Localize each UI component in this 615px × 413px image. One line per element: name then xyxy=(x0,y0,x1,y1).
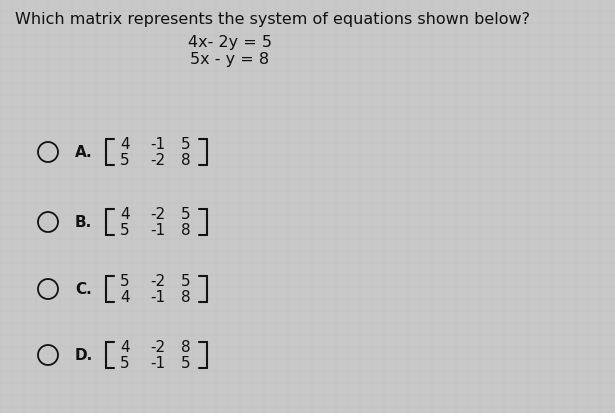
Text: 5x - y = 8: 5x - y = 8 xyxy=(191,52,269,67)
Text: 5: 5 xyxy=(120,356,130,370)
Text: -1: -1 xyxy=(151,290,165,305)
Text: -1: -1 xyxy=(151,137,165,152)
Text: 4: 4 xyxy=(120,137,130,152)
Text: -1: -1 xyxy=(151,356,165,370)
Text: -2: -2 xyxy=(151,274,165,289)
Text: 5: 5 xyxy=(181,356,191,370)
Text: A.: A. xyxy=(75,145,93,160)
Text: 4: 4 xyxy=(120,339,130,355)
Text: 5: 5 xyxy=(120,274,130,289)
Text: 4: 4 xyxy=(120,290,130,305)
Text: 8: 8 xyxy=(181,223,191,238)
Text: 8: 8 xyxy=(181,290,191,305)
Text: 4: 4 xyxy=(120,207,130,222)
Text: 5: 5 xyxy=(181,274,191,289)
Text: C.: C. xyxy=(75,282,92,297)
Text: D.: D. xyxy=(75,348,93,363)
Text: 5: 5 xyxy=(120,153,130,168)
Text: -2: -2 xyxy=(151,153,165,168)
Text: -2: -2 xyxy=(151,339,165,355)
Text: 5: 5 xyxy=(120,223,130,238)
Text: 8: 8 xyxy=(181,339,191,355)
Text: -1: -1 xyxy=(151,223,165,238)
Text: B.: B. xyxy=(75,215,92,230)
Text: 4x- 2y = 5: 4x- 2y = 5 xyxy=(188,35,272,50)
Text: Which matrix represents the system of equations shown below?: Which matrix represents the system of eq… xyxy=(15,12,530,27)
Text: -2: -2 xyxy=(151,207,165,222)
Text: 8: 8 xyxy=(181,153,191,168)
Text: 5: 5 xyxy=(181,137,191,152)
Text: 5: 5 xyxy=(181,207,191,222)
